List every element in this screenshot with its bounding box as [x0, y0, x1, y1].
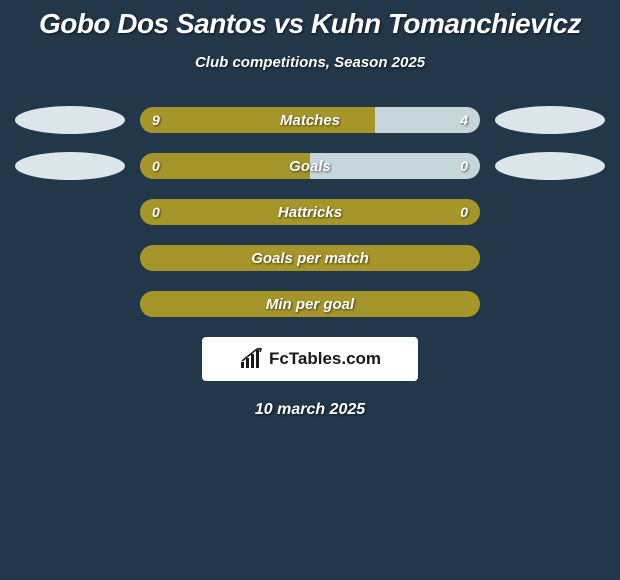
- stat-bar: 0 Hattricks 0: [140, 199, 480, 225]
- stats-block: 9 Matches 4 0 Goals 0 0 Hattri: [0, 107, 620, 317]
- player-left-ellipse: [15, 152, 125, 180]
- bar-left-segment: [140, 107, 375, 133]
- stat-row: 9 Matches 4: [10, 107, 610, 133]
- stat-row: 0 Goals 0: [10, 153, 610, 179]
- bar-left-segment: [140, 199, 480, 225]
- bar-left-segment: [140, 153, 310, 179]
- stat-bar: Goals per match: [140, 245, 480, 271]
- stat-bar: 0 Goals 0: [140, 153, 480, 179]
- stat-bar: 9 Matches 4: [140, 107, 480, 133]
- date-text: 10 march 2025: [0, 401, 620, 419]
- bar-left-segment: [140, 291, 480, 317]
- player-left-ellipse: [15, 106, 125, 134]
- branding-text: FcTables.com: [269, 349, 381, 369]
- stat-row: 0 Hattricks 0: [10, 199, 610, 225]
- player-right-ellipse: [495, 106, 605, 134]
- page-subtitle: Club competitions, Season 2025: [0, 54, 620, 71]
- chart-icon: [239, 348, 265, 370]
- player-right-ellipse: [495, 152, 605, 180]
- page-title: Gobo Dos Santos vs Kuhn Tomanchievicz: [0, 0, 620, 40]
- comparison-infographic: Gobo Dos Santos vs Kuhn Tomanchievicz Cl…: [0, 0, 620, 580]
- bar-right-segment: [310, 153, 480, 179]
- branding-badge: FcTables.com: [202, 337, 418, 381]
- bar-right-segment: [375, 107, 480, 133]
- stat-row: Goals per match: [10, 245, 610, 271]
- stat-bar: Min per goal: [140, 291, 480, 317]
- bar-left-segment: [140, 245, 480, 271]
- stat-row: Min per goal: [10, 291, 610, 317]
